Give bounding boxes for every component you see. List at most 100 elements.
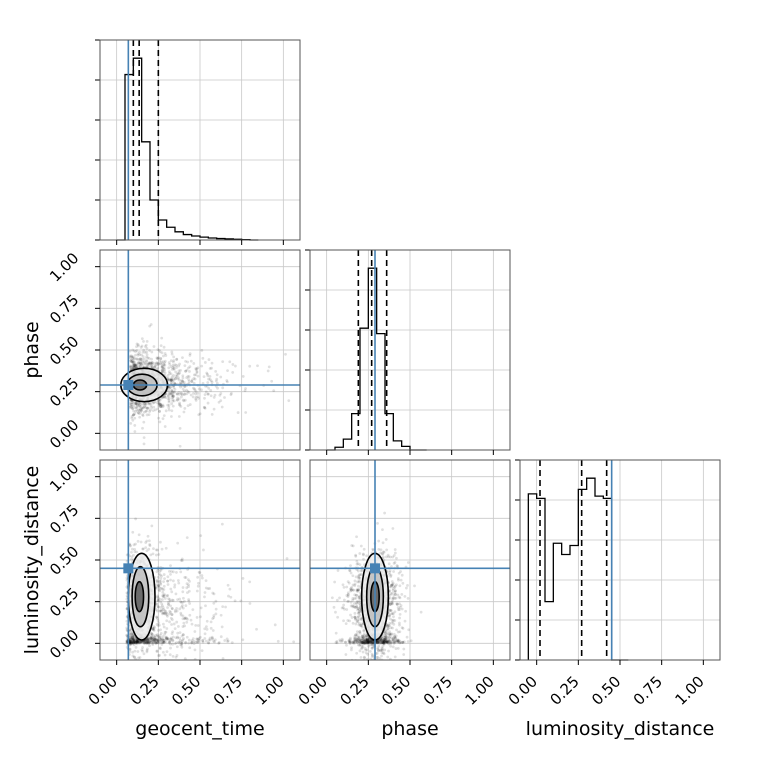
scatter-point xyxy=(161,638,165,642)
scatter-point xyxy=(181,638,185,642)
scatter-point xyxy=(207,638,211,642)
scatter-point xyxy=(356,639,360,642)
scatter-point xyxy=(154,641,158,645)
scatter-point xyxy=(175,366,178,369)
scatter-point xyxy=(206,392,210,396)
scatter-point xyxy=(132,362,136,366)
scatter-point xyxy=(187,585,190,589)
scatter-point xyxy=(292,640,296,644)
scatter-point xyxy=(367,639,371,643)
scatter-point xyxy=(135,401,139,404)
scatter-point xyxy=(128,639,132,643)
scatter-point xyxy=(241,375,245,378)
scatter-point xyxy=(167,377,170,381)
scatter-point xyxy=(163,395,166,399)
scatter-point xyxy=(183,398,187,402)
scatter-point xyxy=(145,641,149,645)
scatter-point xyxy=(393,619,397,622)
scatter-point xyxy=(137,361,141,365)
scatter-point xyxy=(169,636,173,640)
scatter-point xyxy=(386,655,390,659)
scatter-point xyxy=(353,616,357,619)
scatter-point xyxy=(219,375,223,379)
scatter-point xyxy=(159,403,163,407)
scatter-point xyxy=(161,611,165,615)
scatter-point xyxy=(388,632,392,636)
scatter-point xyxy=(140,406,144,410)
scatter-point xyxy=(208,367,212,370)
scatter-point xyxy=(365,648,369,652)
scatter-point xyxy=(128,641,132,645)
scatter-point xyxy=(350,616,354,619)
scatter-point xyxy=(137,641,141,645)
scatter-point xyxy=(233,599,237,603)
scatter-point xyxy=(160,364,164,368)
x-tick-label: 0.75 xyxy=(630,672,666,708)
scatter-point xyxy=(150,350,154,354)
scatter-point xyxy=(143,641,146,645)
scatter-point xyxy=(181,374,185,378)
scatter-point xyxy=(184,640,188,644)
scatter-point xyxy=(363,656,367,660)
scatter-point xyxy=(134,640,138,644)
scatter-point xyxy=(176,377,180,381)
scatter-point xyxy=(153,637,157,641)
scatter-point xyxy=(132,413,135,417)
scatter-point xyxy=(144,640,148,644)
scatter-point xyxy=(360,636,364,640)
scatter-point xyxy=(136,650,140,653)
scatter-point xyxy=(385,640,389,643)
scatter-point xyxy=(340,606,344,610)
scatter-point xyxy=(168,639,172,643)
scatter-point xyxy=(358,610,361,614)
scatter-point xyxy=(367,641,370,644)
scatter-point xyxy=(357,611,361,615)
scatter-point xyxy=(179,405,183,408)
scatter-point xyxy=(356,569,360,573)
scatter-point xyxy=(168,609,172,613)
scatter-point xyxy=(141,426,144,430)
scatter-point xyxy=(152,547,155,551)
scatter-point xyxy=(350,544,354,547)
scatter-point xyxy=(171,667,174,670)
scatter-point xyxy=(396,577,400,580)
scatter-point xyxy=(177,392,181,396)
scatter-point xyxy=(346,592,350,596)
scatter-point xyxy=(359,640,363,644)
scatter-point xyxy=(186,578,190,582)
x-axis-label-luminosity_distance: luminosity_distance xyxy=(526,718,715,740)
scatter-point xyxy=(170,607,174,611)
scatter-point xyxy=(177,372,181,376)
scatter-point xyxy=(139,641,143,645)
scatter-point xyxy=(134,641,138,645)
scatter-point xyxy=(151,641,155,644)
scatter-point xyxy=(146,638,150,642)
scatter-point xyxy=(134,542,137,546)
scatter-point xyxy=(181,625,185,628)
scatter-point xyxy=(181,356,184,360)
scatter-point xyxy=(158,589,162,593)
scatter-point xyxy=(131,348,135,352)
scatter-point xyxy=(389,626,393,630)
scatter-point xyxy=(153,636,157,639)
scatter-point xyxy=(353,593,357,597)
scatter-point xyxy=(162,611,166,615)
scatter-point xyxy=(129,640,133,644)
scatter-point xyxy=(172,390,176,394)
x-axis-label-phase: phase xyxy=(381,718,438,740)
scatter-point xyxy=(401,640,405,644)
scatter-point xyxy=(388,641,392,645)
scatter-point xyxy=(139,640,143,644)
scatter-point xyxy=(382,640,386,644)
scatter-point xyxy=(125,640,129,644)
scatter-point xyxy=(386,625,390,629)
scatter-point xyxy=(157,416,161,420)
scatter-point xyxy=(384,637,388,641)
scatter-point xyxy=(347,638,351,642)
scatter-point xyxy=(398,584,402,588)
scatter-point xyxy=(141,355,145,358)
scatter-point xyxy=(364,641,368,645)
scatter-point xyxy=(384,538,388,541)
scatter-point xyxy=(130,406,133,409)
scatter-point xyxy=(195,370,199,373)
